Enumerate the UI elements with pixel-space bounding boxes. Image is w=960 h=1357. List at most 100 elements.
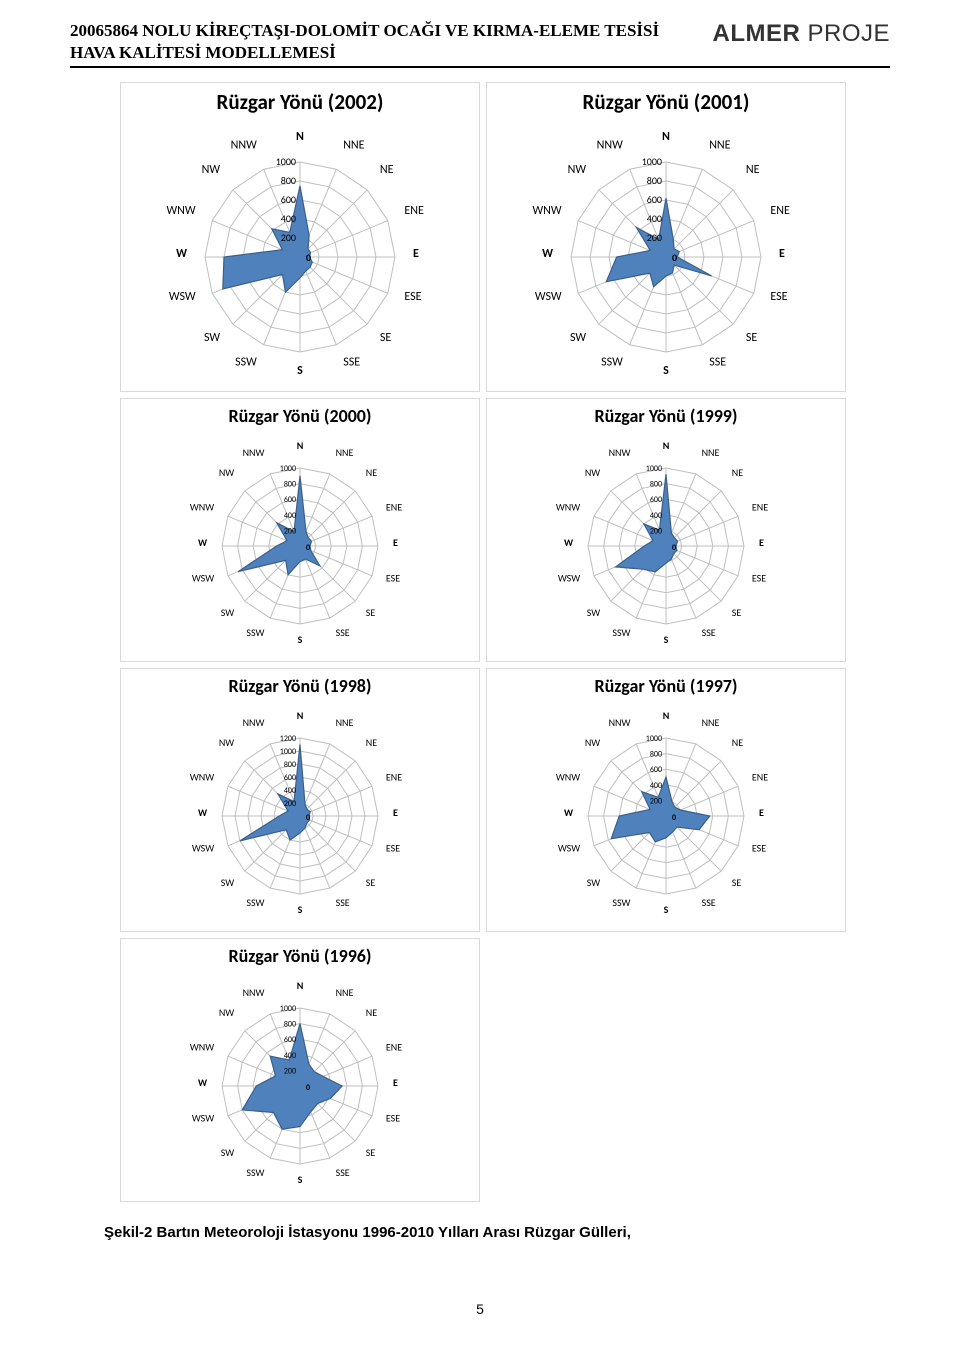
chart-title: Rüzgar Yönü (2002) xyxy=(125,89,475,115)
svg-text:600: 600 xyxy=(650,495,662,505)
svg-text:SSW: SSW xyxy=(246,1166,264,1179)
svg-text:1000: 1000 xyxy=(646,734,662,744)
svg-text:ESE: ESE xyxy=(386,572,400,585)
svg-text:E: E xyxy=(413,247,419,261)
svg-text:NNE: NNE xyxy=(343,139,364,153)
svg-text:E: E xyxy=(393,536,398,549)
svg-text:SE: SE xyxy=(366,876,376,889)
svg-text:0: 0 xyxy=(306,543,310,553)
svg-text:200: 200 xyxy=(284,1067,296,1077)
figure-caption: Şekil-2 Bartın Meteoroloji İstasyonu 199… xyxy=(104,1224,890,1241)
svg-text:NNW: NNW xyxy=(231,139,257,153)
svg-text:ENE: ENE xyxy=(404,204,424,218)
chart-cell: Rüzgar Yönü (2001) 02004006008001000 NNN… xyxy=(486,82,846,392)
chart-body: 02004006008001000 NNNENEENEEESESESSESSSW… xyxy=(491,697,841,923)
svg-text:S: S xyxy=(664,903,669,916)
svg-text:200: 200 xyxy=(281,231,296,244)
svg-text:SSW: SSW xyxy=(246,626,264,639)
svg-text:ESE: ESE xyxy=(752,572,766,585)
svg-text:NNE: NNE xyxy=(336,716,354,729)
svg-text:0: 0 xyxy=(672,813,676,823)
svg-text:SSW: SSW xyxy=(246,896,264,909)
svg-text:SSE: SSE xyxy=(336,626,350,639)
svg-text:800: 800 xyxy=(650,750,662,760)
svg-text:SSW: SSW xyxy=(612,626,630,639)
chart-body: 02004006008001000 NNNENEENEEESESESSESSSW… xyxy=(125,427,475,653)
svg-text:NNE: NNE xyxy=(702,446,720,459)
svg-text:WNW: WNW xyxy=(190,771,214,784)
svg-text:0: 0 xyxy=(672,251,677,264)
svg-text:NW: NW xyxy=(219,1006,234,1019)
svg-text:NNW: NNW xyxy=(243,446,265,459)
svg-text:NE: NE xyxy=(732,466,743,479)
svg-text:SW: SW xyxy=(587,876,601,889)
svg-text:S: S xyxy=(663,364,669,378)
svg-text:WNW: WNW xyxy=(556,501,580,514)
chart-cell: Rüzgar Yönü (1996) 02004006008001000 NNN… xyxy=(120,938,480,1202)
wind-rose-chart: 02004006008001000 NNNENEENEEESESESSESSSW… xyxy=(491,697,841,923)
svg-text:W: W xyxy=(198,536,208,549)
svg-text:N: N xyxy=(297,709,304,722)
svg-text:WSW: WSW xyxy=(192,572,214,585)
svg-text:1000: 1000 xyxy=(280,1004,296,1014)
svg-text:ESE: ESE xyxy=(752,842,766,855)
header-line2: HAVA KALİTESİ MODELLEMESİ xyxy=(70,43,336,62)
chart-body: 02004006008001000 NNNENEENEEESESESSESSSW… xyxy=(491,115,841,387)
svg-text:NE: NE xyxy=(732,736,743,749)
svg-text:ENE: ENE xyxy=(386,501,402,514)
svg-text:SSW: SSW xyxy=(612,896,630,909)
svg-text:NE: NE xyxy=(366,736,377,749)
svg-text:600: 600 xyxy=(284,1035,296,1045)
chart-cell: Rüzgar Yönü (1997) 02004006008001000 NNN… xyxy=(486,668,846,932)
svg-text:1200: 1200 xyxy=(280,734,296,744)
svg-text:WNW: WNW xyxy=(166,204,195,218)
svg-text:NW: NW xyxy=(585,466,600,479)
svg-text:SSE: SSE xyxy=(336,896,350,909)
wind-rose-chart: 02004006008001000 NNNENEENEEESESESSESSSW… xyxy=(491,116,841,386)
svg-text:NNE: NNE xyxy=(336,446,354,459)
svg-text:S: S xyxy=(664,633,669,646)
svg-text:S: S xyxy=(298,633,303,646)
svg-text:NW: NW xyxy=(219,466,234,479)
svg-text:NW: NW xyxy=(585,736,600,749)
chart-cell: Rüzgar Yönü (1999) 02004006008001000 NNN… xyxy=(486,398,846,662)
wind-rose-chart: 02004006008001000 NNNENEENEEESESESSESSSW… xyxy=(125,967,475,1193)
svg-text:800: 800 xyxy=(650,480,662,490)
svg-text:NNW: NNW xyxy=(609,716,631,729)
svg-text:200: 200 xyxy=(650,527,662,537)
svg-text:ENE: ENE xyxy=(770,204,790,218)
svg-text:NE: NE xyxy=(366,466,377,479)
svg-text:S: S xyxy=(297,364,303,378)
svg-text:600: 600 xyxy=(647,193,662,206)
svg-text:NE: NE xyxy=(380,163,394,177)
svg-text:1000: 1000 xyxy=(276,155,296,168)
svg-text:NW: NW xyxy=(219,736,234,749)
svg-text:600: 600 xyxy=(281,193,296,206)
svg-text:200: 200 xyxy=(284,527,296,537)
svg-text:NW: NW xyxy=(202,163,221,177)
svg-text:E: E xyxy=(393,1076,398,1089)
svg-text:NNW: NNW xyxy=(597,139,623,153)
svg-text:400: 400 xyxy=(650,511,662,521)
svg-text:SSE: SSE xyxy=(343,356,360,370)
svg-text:N: N xyxy=(662,130,670,144)
svg-text:NNW: NNW xyxy=(609,446,631,459)
svg-text:WNW: WNW xyxy=(190,1041,214,1054)
svg-text:600: 600 xyxy=(284,495,296,505)
svg-text:E: E xyxy=(759,536,764,549)
svg-text:ENE: ENE xyxy=(386,1041,402,1054)
svg-text:800: 800 xyxy=(284,1020,296,1030)
chart-title: Rüzgar Yönü (1997) xyxy=(491,675,841,697)
svg-text:WSW: WSW xyxy=(558,842,580,855)
svg-text:SSE: SSE xyxy=(702,626,716,639)
chart-body: 02004006008001000 NNNENEENEEESESESSESSSW… xyxy=(125,115,475,387)
svg-text:SE: SE xyxy=(366,1146,376,1159)
svg-text:NE: NE xyxy=(746,163,760,177)
svg-text:WSW: WSW xyxy=(558,572,580,585)
svg-text:NE: NE xyxy=(366,1006,377,1019)
wind-rose-chart: 02004006008001000 NNNENEENEEESESESSESSSW… xyxy=(125,427,475,653)
svg-text:SSE: SSE xyxy=(336,1166,350,1179)
svg-text:600: 600 xyxy=(284,773,296,783)
svg-text:800: 800 xyxy=(647,174,662,187)
svg-text:ESE: ESE xyxy=(386,842,400,855)
